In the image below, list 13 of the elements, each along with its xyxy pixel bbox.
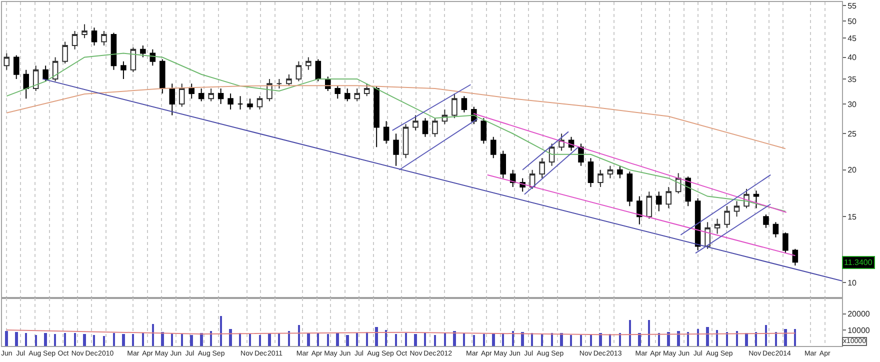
y-tick-label: 25 bbox=[848, 129, 858, 138]
y-tick-label: 10000 bbox=[848, 326, 870, 335]
y-tick-label: 20 bbox=[848, 166, 858, 175]
y-tick-label: 20000 bbox=[848, 310, 870, 319]
y-tick-label: 50 bbox=[848, 16, 858, 26]
y-tick-label: 55 bbox=[848, 1, 858, 10]
text: 11.3400 bbox=[844, 258, 873, 267]
y-tick-label: 30 bbox=[848, 100, 858, 109]
y-tick-label: 15 bbox=[848, 212, 858, 222]
y-tick-label: 35 bbox=[848, 74, 858, 84]
y-tick-label: 10 bbox=[848, 278, 858, 288]
y-tick-label: 40 bbox=[848, 53, 858, 62]
y-tick-label: 45 bbox=[848, 34, 858, 43]
